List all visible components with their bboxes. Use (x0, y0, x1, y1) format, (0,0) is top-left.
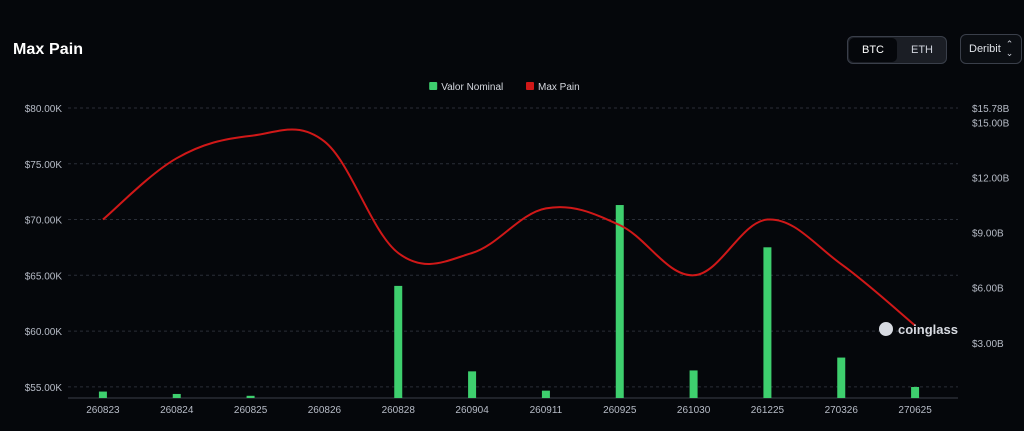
left-tick-label: $70.00K (25, 216, 63, 227)
bar (172, 393, 181, 398)
grid-lines (68, 107, 958, 399)
right-axis-ticks: $15.78B $15.00B $12.00B $9.00B $6.00B $3.00B (972, 104, 1010, 350)
bar (615, 205, 624, 398)
asset-option-eth[interactable]: ETH (911, 44, 933, 56)
bar (911, 386, 920, 398)
legend: Valor Nominal Max Pain (429, 82, 580, 93)
bar (468, 371, 477, 398)
right-tick-label: $9.00B (972, 229, 1004, 240)
left-tick-label: $60.00K (25, 327, 63, 338)
left-tick-label: $55.00K (25, 383, 63, 394)
x-tick-label: 260904 (455, 405, 489, 416)
bar-series (98, 205, 920, 398)
legend-label: Max Pain (538, 82, 580, 93)
exchange-select[interactable]: Deribit ⌃ ⌄ (960, 34, 1022, 64)
x-tick-label: 260925 (603, 405, 637, 416)
right-tick-label: $12.00B (972, 173, 1010, 184)
bar (541, 390, 550, 398)
legend-swatch (526, 82, 534, 90)
watermark-text: coinglass (898, 322, 958, 337)
x-tick-label: 260911 (530, 405, 563, 416)
chevron-updown-icon: ⌃ ⌄ (1005, 39, 1014, 58)
max-pain-line (102, 128, 916, 327)
x-tick-label: 260823 (86, 405, 120, 416)
asset-option-btc[interactable]: BTC (849, 38, 897, 62)
x-axis-ticks: 260823 260824 260825 260826 260828 260904 2609… (86, 405, 932, 416)
x-tick-label: 260824 (160, 405, 194, 416)
x-tick-label: 260826 (308, 405, 342, 416)
asset-toggle[interactable]: BTC ETH (847, 36, 947, 64)
right-tick-label: $3.00B (972, 339, 1004, 350)
exchange-select-value: Deribit (969, 43, 1001, 55)
x-tick-label: 261030 (677, 405, 711, 416)
left-axis-ticks: $80.00K $75.00K $70.00K $65.00K $60.00K $55.0… (25, 104, 63, 394)
left-tick-label: $75.00K (25, 160, 63, 171)
bar (837, 357, 846, 398)
watermark: coinglass (879, 322, 958, 337)
bar (763, 247, 772, 398)
legend-label: Valor Nominal (441, 82, 503, 93)
legend-swatch (429, 82, 438, 90)
right-tick-label: $15.00B (972, 118, 1010, 129)
x-tick-label: 270625 (898, 405, 932, 416)
right-tick-label: $6.00B (972, 284, 1004, 295)
x-tick-label: 261225 (751, 405, 785, 416)
x-tick-label: 260828 (382, 405, 416, 416)
bar (246, 395, 255, 398)
coinglass-logo-icon (879, 322, 893, 336)
bar (394, 285, 403, 398)
x-tick-label: 260825 (234, 405, 268, 416)
right-tick-label: $15.78B (972, 104, 1010, 115)
bar (98, 391, 107, 398)
left-tick-label: $80.00K (25, 104, 63, 115)
page-title: Max Pain (13, 41, 84, 58)
x-tick-label: 270326 (825, 405, 859, 416)
bar (689, 370, 698, 398)
left-tick-label: $65.00K (25, 271, 63, 282)
